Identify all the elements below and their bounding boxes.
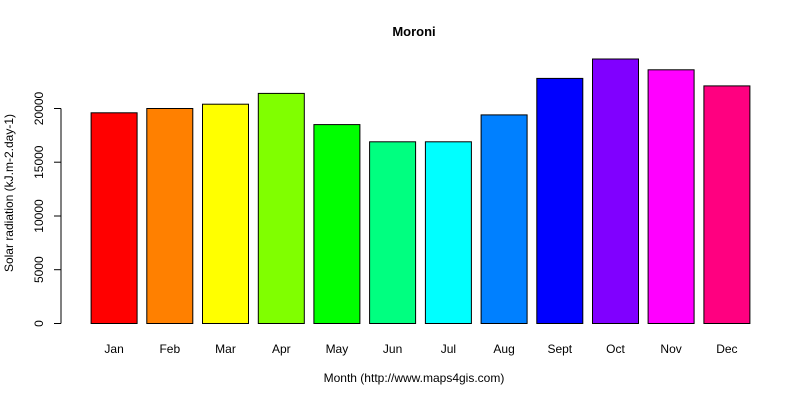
y-tick-label: 0: [32, 320, 46, 327]
y-tick-label: 20000: [32, 91, 46, 125]
bar-apr: [257, 92, 305, 325]
x-tick-label-jun: Jun: [383, 342, 402, 356]
y-axis: 0 5000 10000 15000 20000: [32, 91, 62, 327]
y-axis-label: Solar radiation (kJ.m-2.day-1): [2, 114, 16, 272]
bar-nov: [647, 69, 695, 324]
x-tick-label-oct: Oct: [606, 342, 625, 356]
x-tick-label-dec: Dec: [716, 342, 737, 356]
x-tick-label-sept: Sept: [547, 342, 572, 356]
x-axis-label: Month (http://www.maps4gis.com): [324, 371, 505, 385]
bar-feb: [146, 108, 194, 324]
x-tick-label-feb: Feb: [159, 342, 180, 356]
bar-oct: [592, 58, 639, 324]
y-tick-label: 10000: [32, 199, 46, 233]
bars-group: [90, 58, 751, 325]
x-tick-label-may: May: [326, 342, 349, 356]
bar-may: [313, 124, 361, 324]
y-tick-label: 15000: [32, 145, 46, 179]
bar-sept: [536, 77, 584, 325]
bar-jun: [369, 141, 417, 324]
x-tick-label-nov: Nov: [660, 342, 681, 356]
x-tick-label-apr: Apr: [272, 342, 291, 356]
bar-mar: [202, 103, 249, 324]
x-tick-label-aug: Aug: [493, 342, 514, 356]
y-tick-label: 5000: [32, 256, 46, 283]
chart-title: Moroni: [392, 24, 435, 39]
x-tick-label-mar: Mar: [215, 342, 236, 356]
x-tick-label-jan: Jan: [104, 342, 123, 356]
x-tick-label-jul: Jul: [441, 342, 456, 356]
bar-dec: [703, 85, 751, 325]
bar-aug: [480, 114, 528, 325]
bar-jul: [424, 141, 472, 324]
bar-jan: [90, 112, 138, 324]
x-tick-labels: Jan Feb Mar Apr May Jun Jul Aug Sept Oct Nov Dec: [104, 342, 737, 356]
